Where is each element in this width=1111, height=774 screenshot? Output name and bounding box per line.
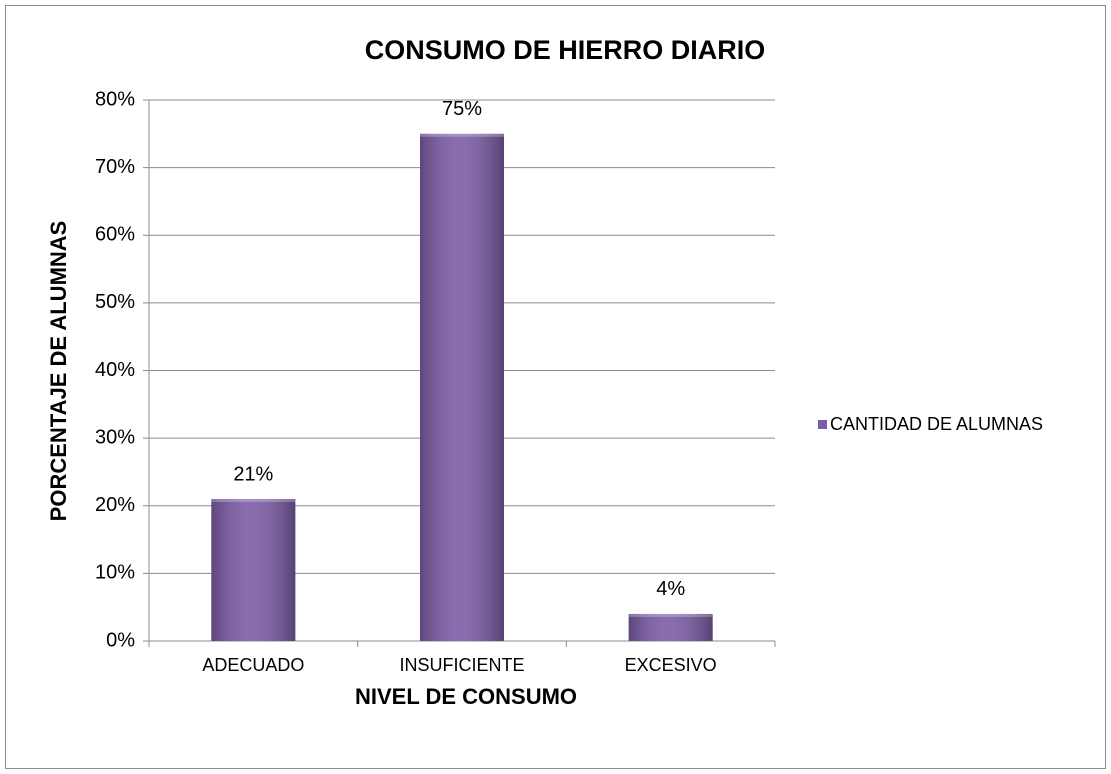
y-tick-label: 20% [95, 494, 135, 516]
y-tick-label: 40% [95, 359, 135, 381]
bar-shade [420, 133, 504, 641]
y-tick-label: 0% [106, 629, 135, 651]
y-tick-label: 50% [95, 291, 135, 313]
y-tick-label: 60% [95, 224, 135, 246]
chart-border [5, 5, 1106, 769]
y-tick-label: 70% [95, 156, 135, 178]
bar-shade [211, 498, 296, 641]
bar-shade [628, 613, 713, 641]
x-tick-label: ADECUADO [202, 655, 304, 675]
value-label: 75% [442, 98, 482, 120]
bar-top [420, 133, 504, 137]
y-axis-label: PORCENTAJE DE ALUMNAS [46, 221, 71, 522]
y-tick-label: 80% [95, 88, 135, 110]
legend-label: CANTIDAD DE ALUMNAS [830, 414, 1043, 434]
bar-top [628, 613, 713, 617]
x-axis-label: NIVEL DE CONSUMO [355, 684, 577, 709]
value-label: 4% [656, 578, 685, 600]
legend-swatch [818, 420, 827, 429]
y-tick-label: 10% [95, 562, 135, 584]
bar-top [211, 498, 296, 502]
y-tick-label: 30% [95, 426, 135, 448]
x-tick-label: INSUFICIENTE [399, 655, 524, 675]
x-tick-label: EXCESIVO [625, 655, 717, 675]
value-label: 21% [233, 463, 273, 485]
chart-title: CONSUMO DE HIERRO DIARIO [365, 35, 766, 65]
